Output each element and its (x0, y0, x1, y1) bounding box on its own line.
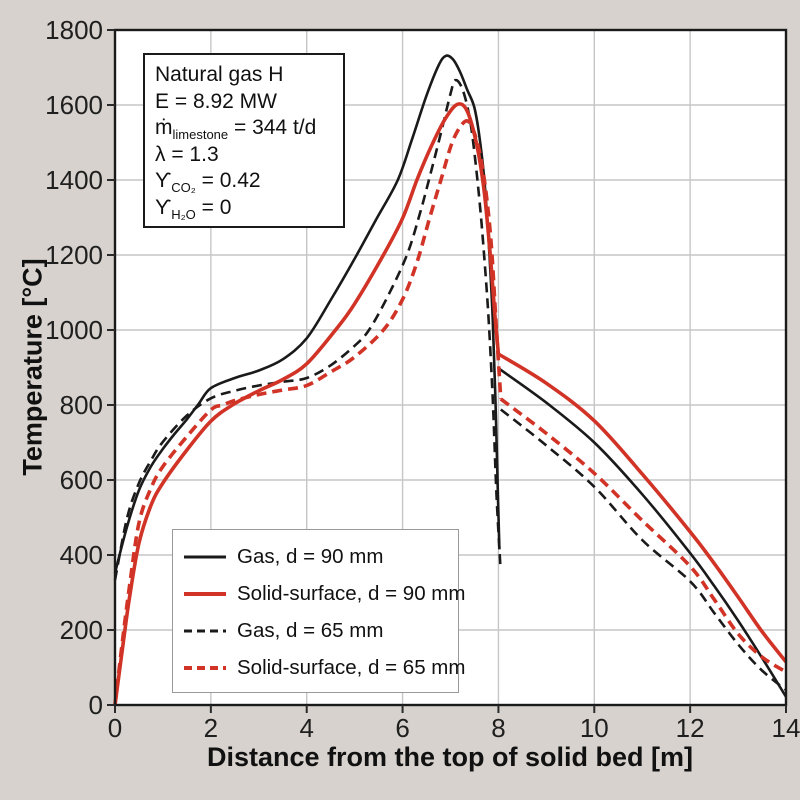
tick-marks (107, 29, 787, 713)
x-tick-label-14: 14 (771, 713, 800, 743)
x-tick-label-6: 6 (395, 713, 410, 743)
legend-label-gas-90: Gas, d = 90 mm (237, 544, 384, 568)
x-tick-label-2: 2 (203, 713, 219, 743)
y-tick-label-800: 800 (59, 390, 103, 420)
curve-gas-65 (113, 78, 787, 692)
y-tick-label-1600: 1600 (45, 90, 103, 120)
legend-swatch-gas-90 (184, 555, 226, 558)
legend-swatch-gas-65 (184, 629, 226, 632)
y-tick-label-1200: 1200 (45, 240, 103, 270)
annotation-line-3: λ = 1.3 (155, 142, 219, 166)
legend-label-gas-65: Gas, d = 65 mm (237, 618, 384, 642)
curve-surface-65 (113, 119, 787, 706)
legend: Gas, d = 90 mm Solid-surface, d = 90 mm Ga… (172, 529, 465, 693)
plot-frame (113, 28, 788, 707)
legend-label-surface-65: Solid-surface, d = 65 mm (237, 655, 466, 679)
y-tick-label-1400: 1400 (45, 165, 103, 195)
curve-surface-90 (113, 102, 788, 706)
y-tick-label-200: 200 (59, 615, 103, 645)
legend-item-surface-65: Solid-surface, d = 65 mm (183, 649, 465, 686)
y-tick-label-1800: 1800 (45, 15, 103, 45)
x-tick-label-0: 0 (107, 713, 123, 743)
x-tick-label-4: 4 (299, 713, 314, 743)
x-tick-label-12: 12 (675, 713, 705, 743)
x-axis-title: Distance from the top of solid bed [m] (206, 742, 694, 772)
x-tick-label-8: 8 (491, 713, 506, 743)
annotation-line-2: ṁlimestone = 344 t/d (155, 116, 317, 143)
annotation-line-5: ϒH₂O = 0 (155, 195, 232, 222)
legend-item-gas-90: Gas, d = 90 mm (183, 538, 450, 575)
legend-swatch-surface-65 (184, 665, 226, 670)
y-tick-label-1000: 1000 (45, 315, 103, 345)
annotation-line-1: E = 8.92 MW (155, 89, 277, 113)
y-tick-label-400: 400 (59, 540, 103, 570)
legend-label-surface-90: Solid-surface, d = 90 mm (237, 581, 466, 605)
x-tick-label-10: 10 (579, 713, 609, 743)
legend-swatch-surface-90 (184, 591, 226, 596)
legend-item-surface-90: Solid-surface, d = 90 mm (183, 575, 465, 612)
y-axis-title: Temperature [°C] (17, 258, 48, 476)
y-tick-label-600: 600 (59, 465, 103, 495)
annotation-line-4: ϒCO₂ = 0.42 (155, 169, 261, 196)
annotation-line-0: Natural gas H (155, 63, 284, 86)
legend-item-gas-65: Gas, d = 65 mm (183, 612, 450, 649)
y-tick-label-0: 0 (88, 690, 103, 720)
annotation-box: Natural gas H E = 8.92 MW ṁlimestone = 344… (143, 53, 345, 228)
